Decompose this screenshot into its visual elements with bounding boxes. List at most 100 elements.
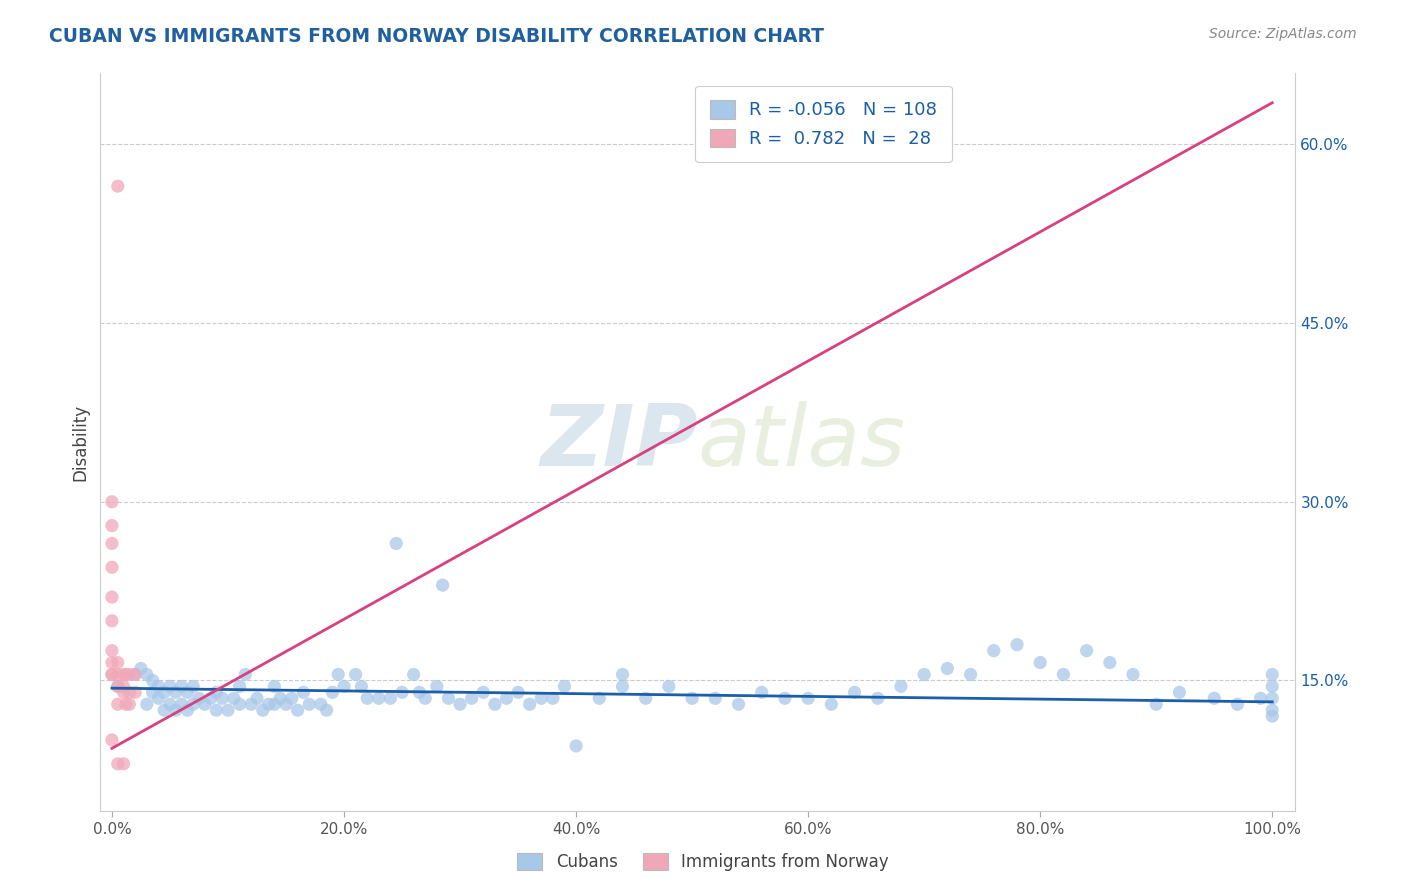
Point — [112, 679, 135, 693]
Point — [135, 698, 157, 712]
Point — [107, 667, 129, 681]
Text: atlas: atlas — [697, 401, 905, 483]
Point — [890, 679, 912, 693]
Point — [101, 614, 124, 628]
Point — [165, 703, 187, 717]
Text: CUBAN VS IMMIGRANTS FROM NORWAY DISABILITY CORRELATION CHART: CUBAN VS IMMIGRANTS FROM NORWAY DISABILI… — [49, 27, 824, 45]
Point — [228, 679, 250, 693]
Point — [124, 667, 146, 681]
Point — [612, 667, 634, 681]
Point — [118, 698, 141, 712]
Point — [1261, 703, 1284, 717]
Point — [101, 733, 124, 747]
Point — [1261, 709, 1284, 723]
Point — [287, 703, 309, 717]
Point — [222, 691, 245, 706]
Point — [1052, 667, 1074, 681]
Point — [159, 698, 181, 712]
Point — [118, 667, 141, 681]
Point — [124, 667, 146, 681]
Point — [205, 685, 228, 699]
Point — [298, 698, 321, 712]
Point — [281, 691, 304, 706]
Point — [1168, 685, 1191, 699]
Point — [437, 691, 460, 706]
Point — [519, 698, 541, 712]
Point — [159, 679, 181, 693]
Point — [181, 698, 204, 712]
Point — [797, 691, 820, 706]
Point — [1261, 691, 1284, 706]
Point — [135, 667, 157, 681]
Point — [309, 698, 332, 712]
Point — [217, 703, 239, 717]
Point — [1122, 667, 1144, 681]
Point — [402, 667, 425, 681]
Point — [194, 698, 217, 712]
Point — [148, 679, 170, 693]
Point — [344, 667, 367, 681]
Point — [1098, 656, 1121, 670]
Point — [333, 679, 356, 693]
Point — [107, 679, 129, 693]
Point — [292, 685, 315, 699]
Point — [107, 656, 129, 670]
Point — [315, 703, 337, 717]
Point — [959, 667, 981, 681]
Point — [681, 691, 703, 706]
Point — [844, 685, 866, 699]
Point — [170, 679, 193, 693]
Point — [413, 691, 436, 706]
Point — [112, 667, 135, 681]
Point — [1261, 679, 1284, 693]
Point — [408, 685, 430, 699]
Point — [1144, 698, 1167, 712]
Point — [588, 691, 610, 706]
Point — [983, 643, 1005, 657]
Point — [235, 667, 257, 681]
Point — [101, 590, 124, 604]
Point — [773, 691, 796, 706]
Text: ZIP: ZIP — [540, 401, 697, 483]
Point — [101, 656, 124, 670]
Point — [1029, 656, 1052, 670]
Point — [107, 698, 129, 712]
Point — [211, 691, 233, 706]
Point — [101, 560, 124, 574]
Point — [936, 661, 959, 675]
Point — [112, 756, 135, 771]
Point — [704, 691, 727, 706]
Point — [148, 691, 170, 706]
Point — [205, 703, 228, 717]
Point — [1076, 643, 1098, 657]
Point — [432, 578, 454, 592]
Point — [153, 703, 176, 717]
Point — [107, 679, 129, 693]
Point — [565, 739, 588, 753]
Point — [176, 703, 198, 717]
Point — [530, 691, 553, 706]
Point — [170, 698, 193, 712]
Point — [257, 698, 280, 712]
Point — [634, 691, 657, 706]
Point — [727, 698, 749, 712]
Point — [263, 679, 285, 693]
Point — [356, 691, 378, 706]
Point — [107, 756, 129, 771]
Point — [176, 685, 198, 699]
Point — [367, 691, 389, 706]
Point — [1250, 691, 1272, 706]
Point — [1005, 638, 1028, 652]
Point — [188, 691, 211, 706]
Point — [658, 679, 681, 693]
Point — [124, 685, 146, 699]
Point — [1204, 691, 1226, 706]
Point — [391, 685, 413, 699]
Point — [118, 685, 141, 699]
Point — [101, 518, 124, 533]
Point — [350, 679, 373, 693]
Point — [472, 685, 495, 699]
Point — [484, 698, 506, 712]
Point — [228, 698, 250, 712]
Point — [751, 685, 773, 699]
